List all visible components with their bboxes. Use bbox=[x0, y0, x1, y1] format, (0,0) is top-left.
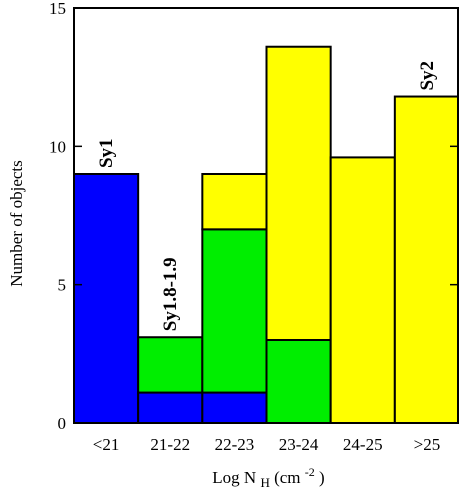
x-tick-label: 22-23 bbox=[215, 435, 255, 454]
category-annotations: Sy1 Sy1.8-1.9 Sy2 bbox=[96, 61, 438, 331]
y-tick-label: 0 bbox=[58, 414, 67, 433]
bar-segment bbox=[393, 95, 459, 425]
x-axis-label-subscript: H bbox=[260, 475, 269, 490]
x-axis-label-unit-close: ) bbox=[319, 468, 325, 487]
bar-segment bbox=[201, 173, 268, 231]
x-axis-label: Log N H (cm -2 ) bbox=[212, 461, 324, 491]
y-tick-label: 10 bbox=[49, 137, 66, 156]
bar-annotation: Sy2 bbox=[417, 61, 438, 91]
x-axis-label-main: Log N bbox=[212, 468, 256, 487]
bar-segment bbox=[201, 228, 268, 394]
bar-annotation: Sy1.8-1.9 bbox=[160, 257, 181, 331]
x-tick-label: >25 bbox=[414, 435, 441, 454]
x-tick-label: 23-24 bbox=[279, 435, 319, 454]
x-axis-label-unit: (cm bbox=[274, 468, 300, 487]
y-axis-ticks: 0 5 10 15 bbox=[49, 0, 458, 433]
x-tick-label: 21-22 bbox=[150, 435, 190, 454]
bar-segment bbox=[265, 339, 332, 424]
plot-frame bbox=[73, 7, 459, 424]
bar-stacks bbox=[73, 45, 459, 425]
x-axis-tick-labels: <21 21-22 22-23 23-24 24-25 >25 bbox=[93, 435, 440, 454]
bar-annotation: Sy1 bbox=[96, 138, 117, 168]
bar-segment bbox=[265, 45, 332, 341]
y-tick-label: 15 bbox=[49, 0, 66, 18]
bar-segment bbox=[329, 156, 396, 424]
x-tick-label: <21 bbox=[93, 435, 120, 454]
bar-segment bbox=[73, 173, 140, 424]
y-axis-label: Number of objects bbox=[7, 160, 26, 287]
x-axis-label-exponent: -2 bbox=[305, 465, 315, 479]
bar-segment bbox=[137, 391, 204, 425]
y-tick-label: 5 bbox=[58, 276, 67, 295]
bar-segment bbox=[201, 391, 268, 425]
x-tick-label: 24-25 bbox=[343, 435, 383, 454]
bar-segment bbox=[137, 336, 204, 394]
